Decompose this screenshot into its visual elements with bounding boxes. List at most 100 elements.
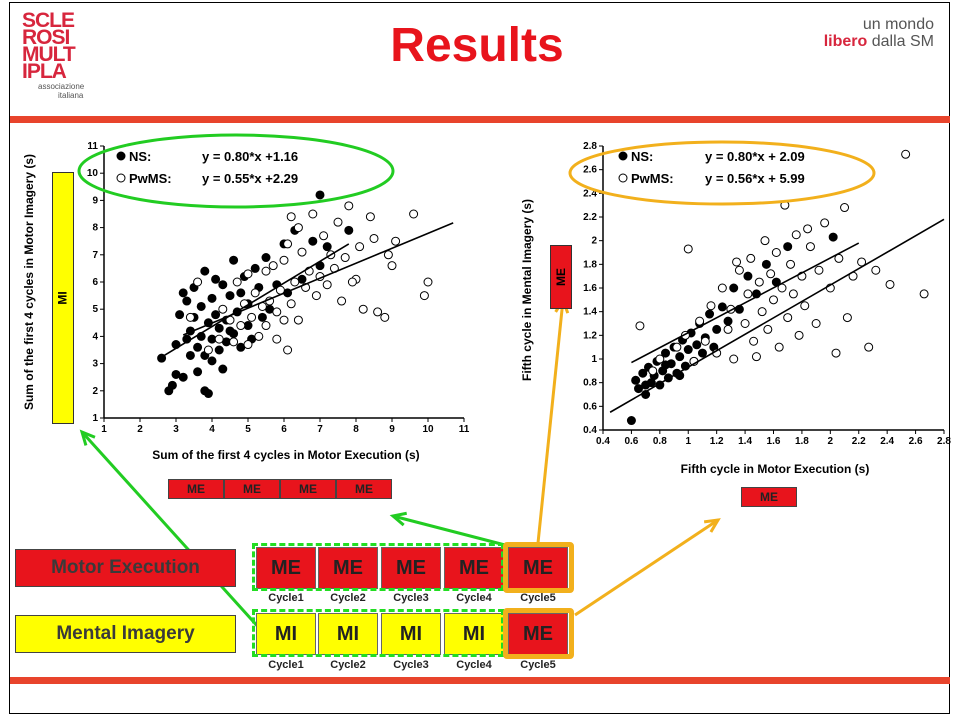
data-point-pwms	[293, 315, 303, 325]
data-point-pwms	[311, 291, 321, 301]
data-point-ns	[257, 312, 267, 322]
legend-series-name: PwMS:	[631, 171, 674, 186]
data-point-ns	[203, 389, 213, 399]
data-point-ns	[661, 360, 671, 370]
mi-side-label-text: MI	[56, 291, 70, 305]
data-point-pwms	[268, 261, 278, 271]
data-point-pwms	[185, 312, 195, 322]
x-tick-label: 2.4	[880, 436, 894, 447]
legend-series-name: NS:	[631, 149, 653, 164]
data-point-ns	[229, 255, 239, 265]
data-point-ns	[692, 340, 702, 350]
data-point-pwms	[193, 277, 203, 287]
y-tick-label: 1	[92, 413, 98, 424]
data-point-ns	[193, 367, 203, 377]
data-point-ns	[182, 296, 192, 306]
data-point-ns	[661, 348, 671, 358]
y-tick-label: 2	[591, 236, 597, 247]
logo-line-2: ROSI	[22, 26, 70, 49]
x-tick-label: 4	[209, 424, 215, 435]
data-point-pwms	[683, 244, 693, 254]
data-point-pwms	[729, 354, 739, 364]
slide-title: Results	[390, 19, 564, 72]
bottom-divider	[10, 677, 950, 684]
data-point-ns	[683, 345, 693, 355]
data-point-ns	[200, 266, 210, 276]
arrow-me-to-left-strip	[392, 514, 506, 547]
y-tick-label: 1.2	[583, 330, 597, 341]
data-point-pwms	[344, 201, 354, 211]
me-strip-2: ME	[224, 479, 280, 499]
data-point-pwms	[297, 247, 307, 257]
data-point-pwms	[814, 265, 824, 275]
data-point-ns	[717, 302, 727, 312]
orange-frame-mental	[503, 608, 574, 659]
data-point-ns	[193, 342, 203, 352]
motor-cycle4-cell: ME	[444, 547, 504, 589]
y-tick-label: 2.6	[583, 165, 597, 176]
data-point-pwms	[322, 280, 332, 290]
top-divider	[10, 116, 950, 123]
data-point-ns	[761, 259, 771, 269]
data-point-ns	[712, 324, 722, 334]
legend-marker	[618, 173, 628, 183]
mi-side-label: MI	[52, 172, 74, 424]
orange-frame-motor	[503, 542, 574, 593]
data-point-ns	[211, 310, 221, 320]
x-axis-title: Fifth cycle in Motor Execution (s)	[681, 462, 870, 476]
data-point-ns	[225, 291, 235, 301]
data-point-pwms	[811, 319, 821, 328]
data-point-pwms	[373, 307, 383, 317]
data-point-pwms	[840, 203, 850, 213]
data-point-pwms	[743, 289, 753, 299]
slide-border	[9, 2, 950, 714]
data-point-pwms	[783, 313, 793, 323]
data-point-pwms	[919, 289, 929, 299]
legend-highlight-ellipse	[568, 140, 876, 206]
data-point-pwms	[771, 248, 781, 257]
y-tick-label: 1.8	[583, 259, 597, 270]
data-point-pwms	[751, 352, 761, 362]
mental-cycle1-label: Cycle1	[268, 659, 304, 671]
y-tick-label: 5	[92, 304, 98, 315]
logo-sub-2: italiana	[58, 91, 84, 100]
data-point-pwms	[820, 218, 830, 228]
arrow-me5-to-right-strip	[574, 518, 719, 617]
motor-cycle5-label: Cycle5	[520, 592, 556, 604]
data-point-pwms	[723, 324, 733, 334]
data-point-pwms	[885, 279, 895, 289]
y-tick-label: 7	[92, 250, 98, 261]
y-tick-label: 9	[92, 195, 98, 206]
data-point-pwms	[358, 304, 368, 314]
motor-cycle3-cell: ME	[381, 547, 441, 589]
data-point-pwms	[754, 277, 764, 287]
y-tick-label: 1.4	[583, 307, 597, 318]
data-point-pwms	[842, 313, 852, 323]
data-point-ns	[175, 310, 185, 320]
data-point-pwms	[272, 334, 282, 344]
data-point-pwms	[387, 261, 397, 271]
y-tick-label: 6	[92, 277, 98, 288]
x-tick-label: 8	[353, 424, 359, 435]
data-point-pwms	[655, 354, 665, 364]
me-strip-3: ME	[280, 479, 336, 499]
data-point-ns	[185, 350, 195, 360]
green-dashed-frame-mental	[252, 609, 504, 657]
data-point-pwms	[229, 337, 239, 347]
arrow-mi-to-left-chart-head	[79, 429, 96, 446]
x-tick-label: 1.6	[767, 436, 781, 447]
motor-cycle2-cell: ME	[318, 547, 378, 589]
data-point-pwms	[419, 291, 429, 301]
data-point-pwms	[786, 259, 796, 269]
data-point-pwms	[635, 321, 645, 331]
data-point-ns	[211, 274, 221, 284]
data-point-pwms	[760, 236, 770, 246]
arrows-layer	[79, 296, 721, 642]
fit-line-pwms	[609, 218, 945, 413]
y-tick-label: 1	[591, 354, 597, 365]
scatter-chart-right: 0.4 0.6 0.8 1 1.2 1.4 1.6 1.8 2 2.2 2.4 2.6 2.8 0.4 0.…	[520, 140, 951, 476]
data-point-ns	[675, 352, 685, 362]
logo-line-4: IPLA	[22, 60, 67, 83]
